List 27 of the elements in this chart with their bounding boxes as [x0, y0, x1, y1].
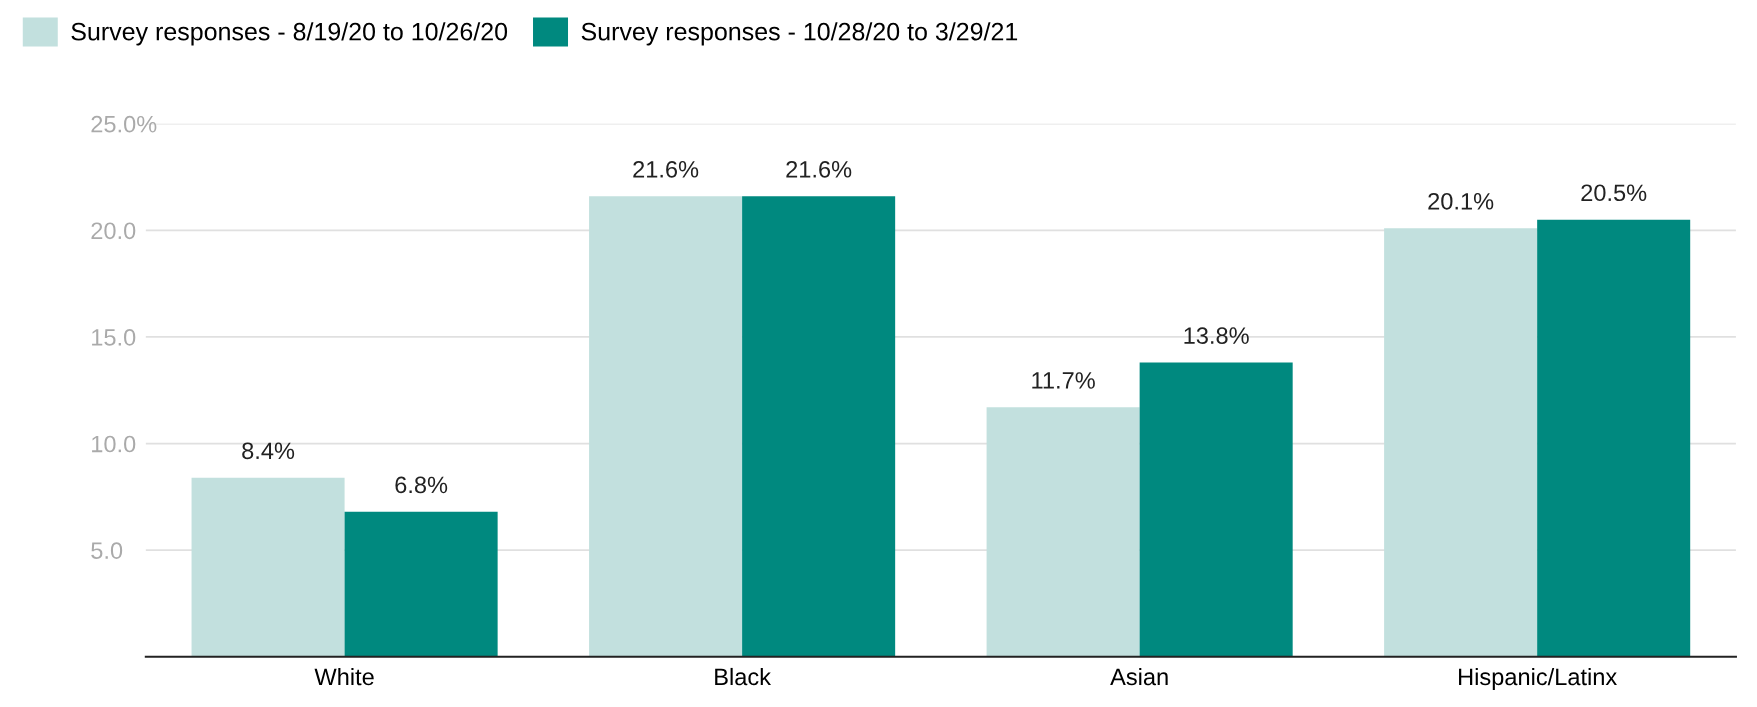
bar	[1537, 219, 1691, 657]
data-label: 6.8%	[395, 476, 448, 494]
y-tick-label: 10.0	[92, 435, 136, 453]
data-label: 20.1%	[1428, 192, 1494, 210]
x-tick-label: Asian	[1110, 667, 1168, 686]
y-tick-label: 5.0	[91, 542, 123, 559]
data-label: 21.6%	[633, 160, 699, 178]
y-tick-label: 25.0%	[91, 115, 157, 133]
data-label: 20.5%	[1581, 184, 1647, 202]
legend-label: Survey responses - 8/19/20 to 10/26/20	[71, 22, 508, 46]
bar	[191, 477, 345, 657]
bar	[344, 511, 498, 657]
bar	[1139, 362, 1293, 657]
y-tick-label: 20.0	[91, 222, 136, 240]
data-label: 13.8%	[1184, 327, 1249, 344]
x-tick-label: White	[314, 667, 374, 686]
bar	[986, 407, 1140, 657]
bar	[1384, 228, 1538, 657]
bar	[589, 196, 743, 657]
bar	[742, 196, 896, 657]
legend-label: Survey responses - 10/28/20 to 3/29/21	[581, 22, 1018, 46]
x-tick-label: Hispanic/Latinx	[1459, 667, 1617, 690]
data-label: 21.6%	[786, 160, 852, 178]
data-label: 11.7%	[1032, 372, 1095, 389]
x-tick-label: Black	[715, 667, 772, 686]
data-label: 8.4%	[242, 442, 295, 460]
y-tick-label: 15.0	[92, 329, 136, 346]
